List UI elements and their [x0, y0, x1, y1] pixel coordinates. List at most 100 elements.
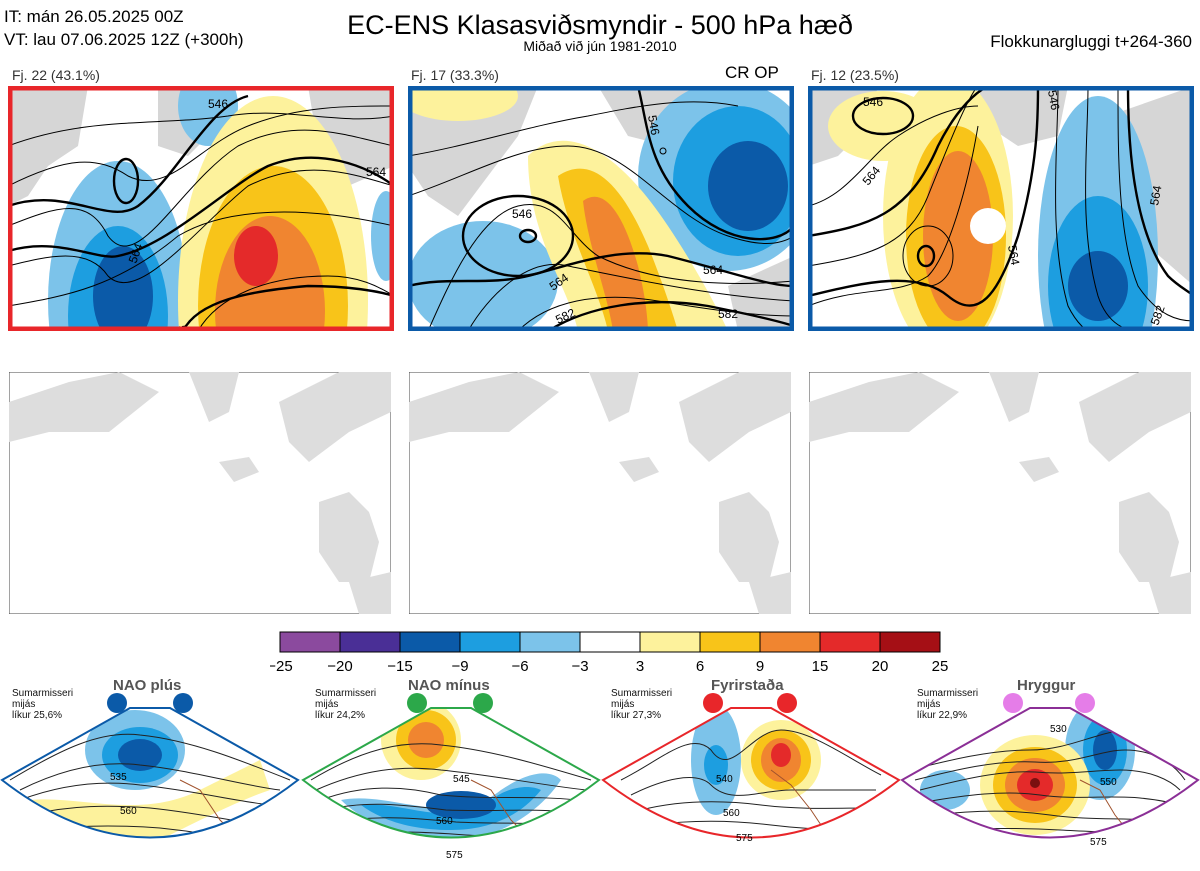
- colorbar-tick-label: −25: [270, 658, 293, 675]
- regime-mean: mijás: [12, 699, 36, 710]
- contour-label: 546: [645, 114, 662, 136]
- cluster-2-label: Fj. 17 (33.3%): [411, 67, 499, 83]
- regime-mean: mijás: [315, 699, 339, 710]
- regime-3-map: 540 560 575: [601, 693, 901, 844]
- regime-mean: mijás: [611, 699, 635, 710]
- contour-label: 540: [716, 774, 733, 785]
- colorbar-tick-label: 9: [756, 658, 764, 675]
- contour-label: 546: [1045, 89, 1062, 111]
- regime-mean: mijás: [917, 699, 941, 710]
- cluster-1-border: [8, 86, 394, 331]
- contour-label: 564: [1147, 184, 1164, 206]
- colorbar-swatch: [879, 631, 941, 653]
- regime-marker: [777, 693, 797, 713]
- contour-label: 564: [703, 263, 723, 277]
- empty-map-3: [809, 372, 1191, 614]
- cluster-3-label: Fj. 12 (23.5%): [811, 67, 899, 83]
- regime-season: Sumarmisseri: [611, 688, 673, 699]
- colorbar-tick-label: −3: [571, 658, 588, 675]
- colorbar-tick-label: 15: [812, 658, 829, 675]
- contour-label: 545: [453, 774, 470, 785]
- contour-label: 560: [120, 806, 137, 817]
- contour-label: 546: [863, 95, 883, 109]
- chart-subtitle: Miðað við jún 1981-2010: [523, 38, 677, 54]
- regime-season: Sumarmisseri: [12, 688, 74, 699]
- contour-label: 546: [208, 97, 228, 111]
- regime-marker: [703, 693, 723, 713]
- contour-label: 560: [436, 816, 453, 827]
- colorbar-tick-label: 3: [636, 658, 644, 675]
- chart-title: EC-ENS Klasasviðsmyndir - 500 hPa hæð: [347, 10, 853, 40]
- colorbar-swatch: [459, 631, 521, 653]
- colorbar: −25 −20 −15 −9 −6 −3 3 6 9 15 20 25: [270, 631, 949, 675]
- regime-1-border: [0, 707, 300, 839]
- regime-3-border: [601, 707, 901, 839]
- empty-map-2: [409, 372, 791, 614]
- valid-time: VT: lau 07.06.2025 12Z (+300h): [4, 30, 244, 49]
- classification-window: Flokkunargluggi t+264-360: [990, 32, 1192, 51]
- regime-1-map: 535 560: [0, 693, 300, 839]
- regime-4-border: [900, 707, 1200, 839]
- regime-2-info: Sumarmisseri mijás líkur 24,2%: [315, 688, 376, 721]
- cluster-1-map: 546 564 564 58: [8, 86, 394, 331]
- regime-probability: líkur 25,6%: [12, 710, 63, 721]
- contour-label: 530: [1050, 724, 1067, 735]
- cluster-1-label: Fj. 22 (43.1%): [12, 67, 100, 83]
- init-time: IT: mán 26.05.2025 00Z: [4, 7, 184, 26]
- colorbar-swatch: [399, 631, 461, 653]
- colorbar-swatch: [699, 631, 761, 653]
- colorbar-tick-label: 20: [872, 658, 889, 675]
- contour-label: 546: [512, 207, 532, 221]
- colorbar-tick-label: −9: [451, 658, 468, 675]
- colorbar-swatch: [339, 631, 401, 653]
- regime-marker: [407, 693, 427, 713]
- colorbar-tick-label: 25: [932, 658, 949, 675]
- cluster-3-border: [808, 86, 1194, 331]
- cluster-2-tag: CR OP: [725, 63, 779, 82]
- regime-probability: líkur 22,9%: [917, 710, 968, 721]
- contour-label: 582: [1148, 303, 1168, 327]
- regime-2-border: [301, 707, 601, 839]
- regime-2-map: 545 560 575: [301, 693, 601, 861]
- cluster-3-map: 546 546 564 564 564 582: [808, 86, 1194, 331]
- empty-map-1: [9, 372, 391, 614]
- cluster-2-border: [408, 86, 794, 331]
- colorbar-tick-label: −6: [511, 658, 528, 675]
- colorbar-tick-label: −15: [387, 658, 412, 675]
- regime-4-info: Sumarmisseri mijás líkur 22,9%: [917, 688, 978, 721]
- cluster-2-map: 546 546 564 564 582 582: [408, 86, 794, 331]
- contour-label: 575: [1090, 837, 1107, 848]
- colorbar-tick-label: 6: [696, 658, 704, 675]
- regime-marker: [1075, 693, 1095, 713]
- contour-label: 582: [718, 307, 738, 321]
- colorbar-swatch: [519, 631, 581, 653]
- colorbar-swatch: [819, 631, 881, 653]
- regime-probability: líkur 27,3%: [611, 710, 662, 721]
- contour-label: 575: [736, 833, 753, 844]
- regime-2-title: NAO mínus: [408, 677, 490, 694]
- regime-marker: [1003, 693, 1023, 713]
- regime-season: Sumarmisseri: [917, 688, 979, 699]
- contour-label: 550: [1100, 777, 1117, 788]
- regime-marker: [107, 693, 127, 713]
- regime-3-title: Fyrirstaða: [711, 677, 784, 694]
- regime-1-title: NAO plús: [113, 677, 182, 694]
- regime-season: Sumarmisseri: [315, 688, 377, 699]
- contour-label: 564: [126, 241, 146, 265]
- contour-label: 560: [723, 808, 740, 819]
- colorbar-swatch: [279, 631, 341, 653]
- contour-label: 564: [1005, 244, 1022, 266]
- regime-3-info: Sumarmisseri mijás líkur 27,3%: [611, 688, 672, 721]
- regime-probability: líkur 24,2%: [315, 710, 366, 721]
- contour-label: 535: [110, 772, 127, 783]
- regime-marker: [173, 693, 193, 713]
- regime-1-info: Sumarmisseri mijás líkur 25,6%: [12, 688, 73, 721]
- colorbar-swatch: [579, 631, 641, 653]
- regime-4-map: 530 550 575: [900, 693, 1200, 848]
- contour-label: 564: [366, 165, 386, 179]
- colorbar-swatch: [639, 631, 701, 653]
- colorbar-swatch: [759, 631, 821, 653]
- colorbar-tick-label: −20: [327, 658, 352, 675]
- regime-4-title: Hryggur: [1017, 677, 1076, 694]
- contour-label: 575: [446, 850, 463, 861]
